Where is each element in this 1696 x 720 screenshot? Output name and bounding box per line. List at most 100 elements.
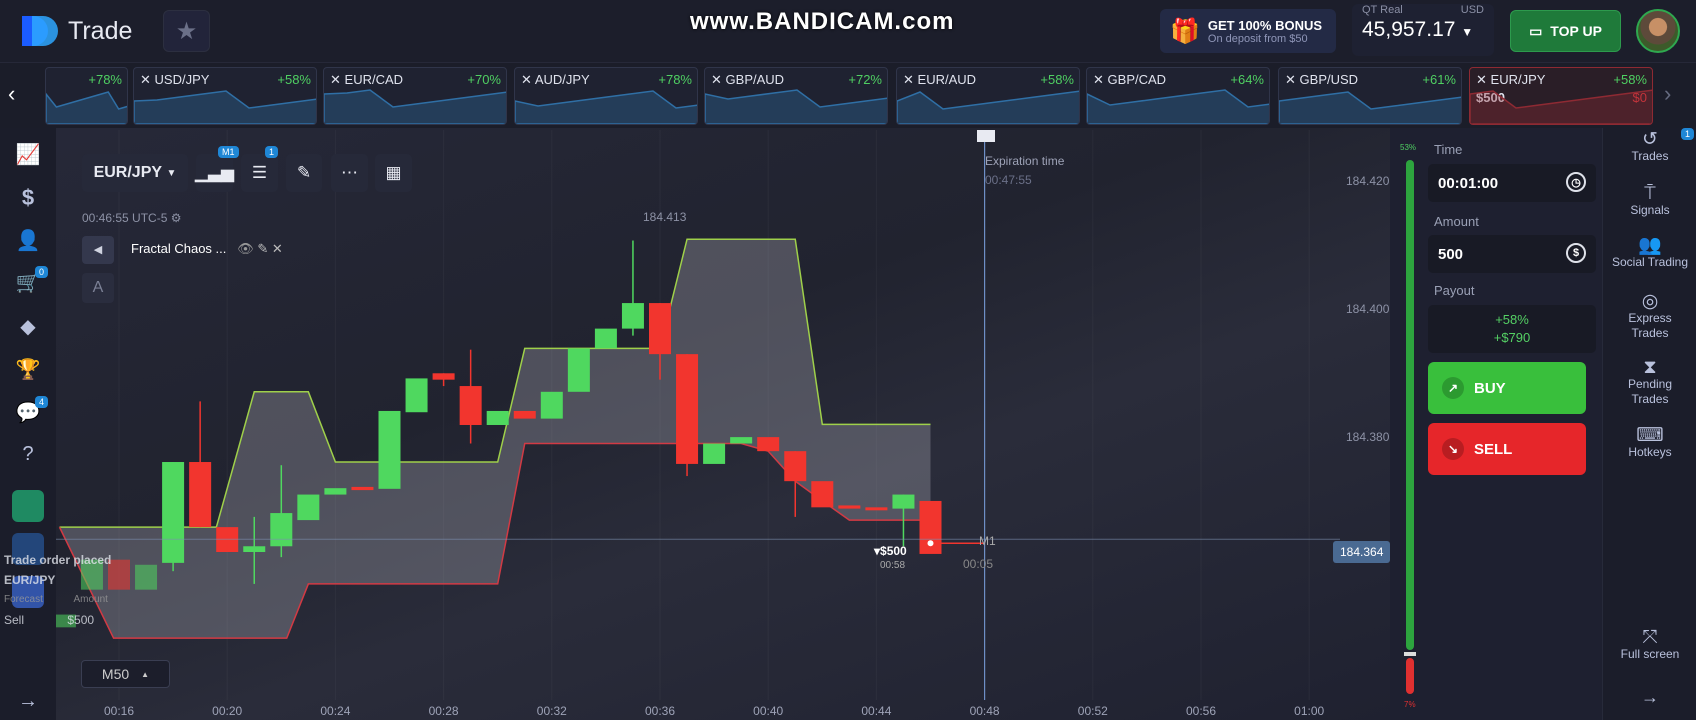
- chart-line-icon[interactable]: 📈: [15, 144, 41, 166]
- time-axis-label: 01:00: [1294, 704, 1325, 718]
- timeframe-badge: M1: [218, 146, 239, 158]
- asset-tile[interactable]: ✕ GBP/USD +61%: [1278, 67, 1462, 125]
- asset-tile-name: ✕ EUR/CAD: [330, 72, 404, 87]
- asset-tile-payout: +78%: [658, 72, 692, 87]
- trophy-icon[interactable]: 🏆: [15, 359, 41, 381]
- time-axis-label: 00:44: [861, 704, 892, 718]
- help-icon[interactable]: ?: [22, 443, 34, 465]
- asset-tile[interactable]: ✕ GBP/CAD +64%: [1086, 67, 1270, 125]
- dollar-circle-icon[interactable]: $: [1566, 243, 1586, 263]
- social-label: Social Trading: [1611, 255, 1689, 269]
- fullscreen-item[interactable]: ⤧ Full screen: [1603, 628, 1696, 662]
- trades-item[interactable]: ↺ Trades: [1603, 130, 1696, 164]
- candle-up: [297, 494, 320, 521]
- asset-tile[interactable]: ✕ EUR/JPY +58% $500 $0: [1469, 67, 1653, 125]
- eye-icon[interactable]: 👁: [237, 241, 254, 256]
- grid-icon: ▦: [385, 163, 402, 182]
- buy-button[interactable]: ↗ BUY: [1428, 362, 1586, 414]
- close-icon[interactable]: ✕: [271, 241, 283, 256]
- caret-up-icon: ▲: [141, 669, 150, 679]
- chat-icon[interactable]: 💬: [15, 402, 41, 424]
- left-sidebar: 📈 $ 👤 🛒 0 ◆ 🏆 💬 4 ? →: [0, 128, 56, 720]
- text-tool-button[interactable]: A: [82, 273, 114, 303]
- chevron-down-icon: ▼: [1461, 25, 1474, 39]
- chevron-left-icon[interactable]: ‹: [8, 81, 16, 106]
- pending-trades-item[interactable]: ⧗ Pending Trades: [1603, 358, 1696, 407]
- logo[interactable]: Trade: [22, 14, 132, 48]
- time-axis-label: 00:40: [753, 704, 784, 718]
- candle-up: [243, 546, 266, 553]
- zoom-selector[interactable]: M50 ▲: [81, 660, 170, 688]
- close-icon[interactable]: ✕: [1285, 72, 1296, 87]
- close-icon[interactable]: ✕: [140, 72, 151, 87]
- time-input[interactable]: 00:01:00 ◷: [1428, 164, 1596, 202]
- more-button[interactable]: ⋯: [331, 154, 368, 192]
- drawing-button[interactable]: ✎: [286, 154, 322, 192]
- pencil-icon[interactable]: ✎: [257, 241, 269, 256]
- wallet-icon: ▭: [1529, 22, 1543, 39]
- express-trades-item[interactable]: ◎ Express Trades: [1603, 292, 1696, 341]
- asset-selector[interactable]: EUR/JPY ▼: [82, 154, 188, 192]
- close-icon[interactable]: ✕: [711, 72, 722, 87]
- user-icon[interactable]: 👤: [15, 230, 41, 252]
- trades-label: Trades: [1631, 149, 1669, 163]
- asset-tile[interactable]: +78%: [45, 67, 128, 125]
- asset-tile[interactable]: ✕ GBP/AUD +72%: [704, 67, 888, 125]
- trade-marker[interactable]: ▾$500: [874, 544, 907, 558]
- close-icon[interactable]: ✕: [1476, 72, 1487, 87]
- asset-tile[interactable]: ✕ AUD/JPY +78%: [514, 67, 698, 125]
- chevron-right-icon[interactable]: ›: [1664, 81, 1672, 106]
- fractal-upper-line: [59, 238, 931, 528]
- current-price-badge: 184.364: [1333, 541, 1391, 563]
- chart-area[interactable]: [56, 128, 1390, 720]
- time-axis-label: 00:36: [644, 704, 676, 718]
- collapse-indicators-button[interactable]: ◀: [82, 236, 114, 264]
- amount-input[interactable]: 500 $: [1428, 235, 1596, 273]
- analytics-icon[interactable]: [12, 533, 44, 565]
- diamond-icon[interactable]: ◆: [20, 316, 36, 338]
- pending-label: Pending: [1627, 377, 1673, 391]
- gift-icon: 🎁: [1170, 17, 1200, 45]
- trade-notification: Trade order placed EUR/JPY Forecast Amou…: [4, 550, 111, 630]
- timeframe-label: M1: [979, 534, 996, 548]
- close-icon[interactable]: ✕: [330, 72, 341, 87]
- candle-down: [919, 500, 942, 554]
- signals-item[interactable]: ⍑ Signals: [1603, 184, 1696, 218]
- high-price-label: 184.413: [643, 210, 687, 224]
- asset-tile-name: ✕ GBP/CAD: [1093, 72, 1167, 87]
- close-icon[interactable]: ✕: [1093, 72, 1104, 87]
- cart-icon[interactable]: 🛒: [15, 272, 41, 294]
- close-icon[interactable]: ✕: [903, 72, 914, 87]
- sell-button[interactable]: ↘ SELL: [1428, 423, 1586, 475]
- layout-button[interactable]: ▦: [375, 154, 412, 192]
- bonus-banner[interactable]: 🎁 GET 100% BONUS On deposit from $50: [1160, 9, 1336, 53]
- right-sidebar: ↺ Trades 1 ⍑ Signals 👥 Social Trading ◎ Expr…: [1602, 128, 1696, 720]
- payout-amount: +$790: [1493, 330, 1531, 345]
- social-trading-item[interactable]: 👥 Social Trading: [1603, 236, 1696, 270]
- arrow-right-icon[interactable]: →: [1641, 687, 1659, 707]
- indicators-badge: 1: [265, 146, 279, 158]
- notification-asset: EUR/JPY: [4, 573, 56, 587]
- asset-tile[interactable]: ✕ USD/JPY +58%: [133, 67, 317, 125]
- top-up-button[interactable]: ▭ TOP UP: [1510, 10, 1621, 52]
- favorites-star-button[interactable]: ★: [163, 10, 210, 52]
- candle-up: [53, 614, 76, 628]
- asset-tile[interactable]: ✕ EUR/AUD +58%: [896, 67, 1080, 125]
- clock-icon[interactable]: ◷: [1566, 172, 1586, 192]
- sentiment-down-label: 7%: [1404, 700, 1416, 709]
- gear-icon[interactable]: ⚙: [170, 211, 182, 225]
- hotkeys-item[interactable]: ⌨ Hotkeys: [1603, 426, 1696, 460]
- avatar[interactable]: [1636, 9, 1680, 53]
- account-balance-dropdown[interactable]: QT Real USD 45,957.17 ▼: [1352, 4, 1494, 56]
- indicators-button[interactable]: ☰ 1: [241, 146, 279, 192]
- sell-label: SELL: [1474, 440, 1513, 458]
- asset-tile[interactable]: ✕ EUR/CAD +70%: [323, 67, 507, 125]
- expiration-flag-icon[interactable]: [977, 130, 995, 142]
- app-promo-icon[interactable]: [12, 490, 44, 522]
- dollar-icon[interactable]: $: [21, 185, 35, 210]
- facebook-icon[interactable]: [12, 576, 44, 608]
- chart-type-button[interactable]: ▁▃▅ M1: [195, 146, 239, 192]
- close-icon[interactable]: ✕: [521, 72, 532, 87]
- arrow-right-icon[interactable]: →: [18, 690, 38, 712]
- asset-sparkline: [1087, 89, 1269, 124]
